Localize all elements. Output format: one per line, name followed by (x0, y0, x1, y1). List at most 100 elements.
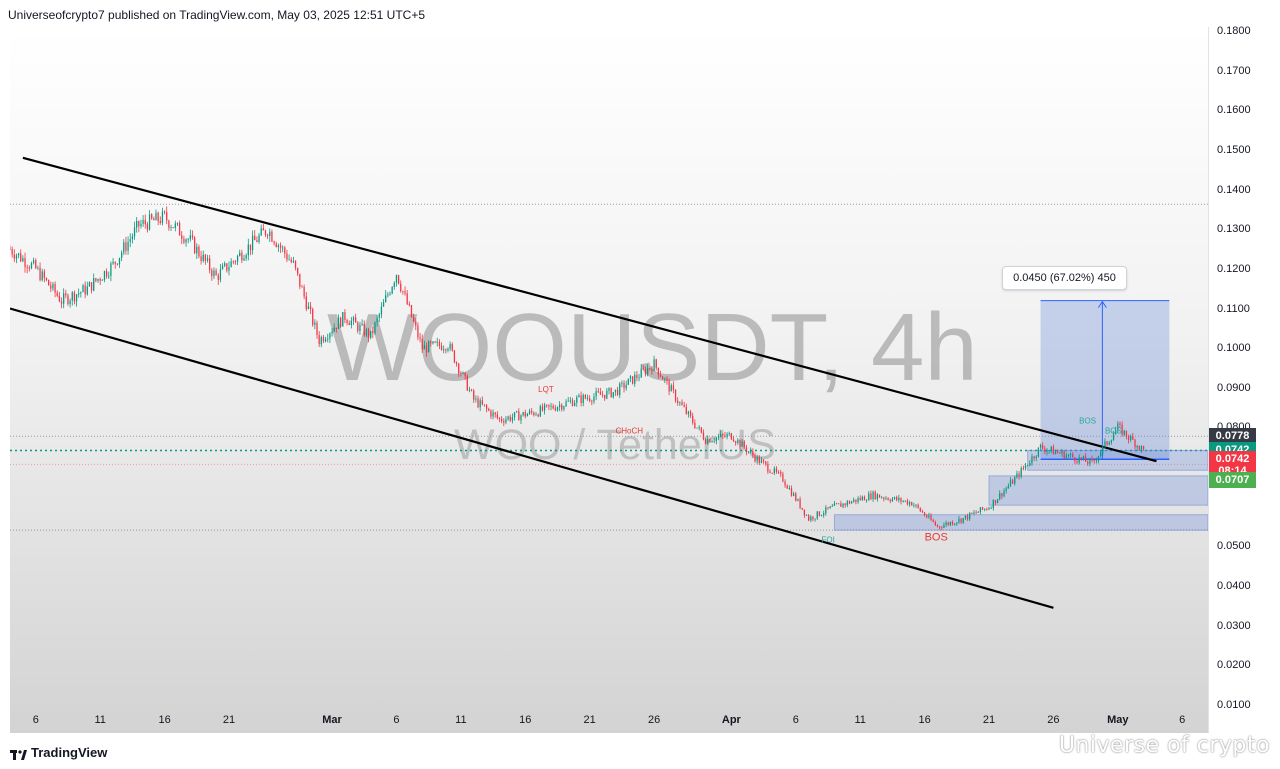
candle-body (638, 377, 640, 379)
candle-body (722, 434, 724, 436)
candle-body (962, 518, 964, 523)
candle-body (425, 345, 428, 353)
time-axis[interactable]: 6 11 16 21 Mar 6 11 16 21 26 Apr 6 11 16 21 26 May 6 (10, 706, 1208, 733)
candle-body (1052, 446, 1055, 455)
candle-body (492, 412, 494, 417)
candle-body (719, 434, 722, 437)
candle-body (314, 322, 316, 325)
candle-body (863, 496, 866, 501)
time-tick-label: 6 (32, 714, 39, 726)
candle-body (273, 241, 275, 244)
candle-body (556, 407, 559, 411)
candle-body (814, 518, 816, 520)
candle-body (1121, 424, 1123, 435)
candle-body (1029, 463, 1031, 466)
price-tick-label: 0.1000 (1217, 342, 1251, 355)
candle-body (127, 241, 129, 251)
candle-body (1074, 457, 1076, 462)
candle-body (204, 254, 207, 261)
candle-body (584, 395, 587, 399)
candle-body (900, 497, 902, 502)
candle-body (333, 327, 335, 332)
price-tick-label: 0.1100 (1217, 302, 1250, 315)
candle-body (842, 503, 844, 507)
candle-body (260, 228, 262, 236)
candle-body (820, 515, 823, 516)
candle-body (327, 338, 329, 340)
candle-body (466, 376, 468, 391)
tradingview-logo[interactable]: TradingView (10, 745, 107, 760)
candle-body (155, 212, 157, 221)
candle-body (417, 325, 419, 338)
candle-body (994, 500, 997, 504)
channel-line-lower (10, 307, 1054, 609)
candle-body (305, 296, 307, 309)
candle-body (78, 293, 80, 295)
candle-body (743, 441, 745, 448)
time-tick-label: May (1107, 714, 1129, 726)
candle-body (552, 405, 554, 409)
candle-body (1014, 477, 1016, 484)
candle-body (453, 350, 456, 363)
candle-body (60, 301, 63, 304)
candle-body (189, 235, 191, 240)
candle-body (15, 255, 18, 259)
candle-body (174, 223, 176, 228)
candle-body (694, 422, 696, 429)
candle-body (655, 359, 657, 368)
time-tick-label: 26 (1047, 714, 1060, 726)
candle-body (782, 473, 784, 482)
candle-body (344, 312, 346, 320)
candle-body (370, 330, 372, 338)
candle-body (108, 275, 110, 277)
candle-body (872, 491, 874, 500)
price-scale[interactable]: 0.1800 0.1700 0.1600 0.1500 0.1400 0.1300 0.12… (1208, 25, 1280, 733)
candle-body (1018, 473, 1020, 477)
candle-body (945, 522, 947, 525)
candle-body (211, 270, 213, 277)
candle-body (443, 349, 445, 351)
time-tick-label: 16 (158, 714, 171, 726)
candle-body (1072, 454, 1074, 458)
candle-body (105, 271, 108, 277)
candle-body (387, 294, 389, 296)
candle-body (999, 493, 1001, 500)
candle-body (161, 211, 164, 223)
candle-body (43, 271, 45, 279)
chart-area[interactable]: WOOUSDT, 4h WOO / TetherUS LQT CHoCH FOI BO… (10, 27, 1208, 733)
candle-body (574, 402, 576, 406)
candle-body (1067, 455, 1070, 456)
candle-body (412, 317, 415, 322)
candle-body (241, 252, 243, 261)
candle-body (185, 239, 187, 243)
candle-body (120, 252, 123, 258)
candle-body (331, 331, 333, 334)
candle-body (576, 397, 578, 403)
candle-body (747, 451, 750, 453)
candle-body (662, 376, 664, 380)
candle-body (232, 261, 234, 263)
candle-body (262, 228, 264, 231)
candle-body (1065, 455, 1067, 459)
candle-body (363, 323, 365, 336)
candle-body (213, 270, 215, 277)
candle-body (762, 460, 765, 462)
candle-body (462, 372, 464, 374)
candle-body (359, 324, 361, 332)
candle-body (243, 258, 245, 261)
candle-body (947, 522, 949, 525)
price-chart[interactable]: LQT CHoCH FOI BOS BOS BOS (10, 27, 1208, 706)
candle-body (470, 389, 473, 391)
annotation-label: FOI (822, 535, 835, 544)
candle-body (1035, 456, 1037, 459)
candle-body (816, 511, 818, 519)
candle-body (451, 344, 453, 351)
candle-body (45, 278, 48, 280)
candle-body (239, 252, 241, 256)
candle-body (533, 412, 535, 416)
candle-body (644, 369, 647, 375)
candle-body (1046, 450, 1048, 452)
candle-body (1009, 480, 1012, 486)
candle-body (711, 441, 713, 443)
candle-body (773, 468, 775, 474)
